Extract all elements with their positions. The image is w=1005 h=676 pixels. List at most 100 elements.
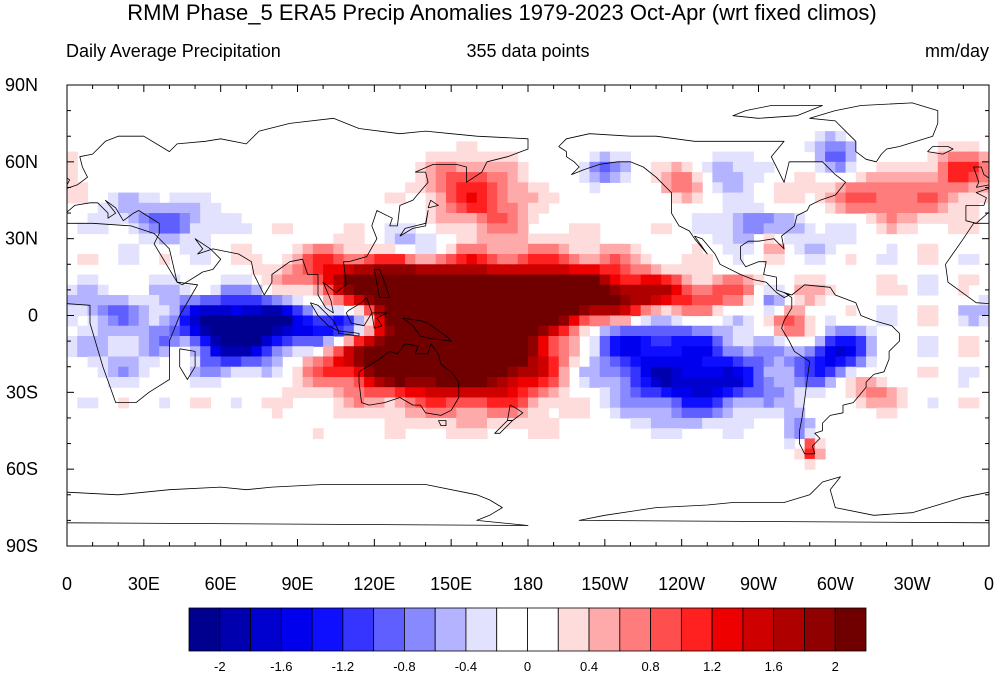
heat-cell [107, 202, 119, 214]
heat-cell [507, 335, 519, 347]
heat-cell [87, 346, 99, 358]
heat-cell [466, 376, 478, 388]
heat-cell [732, 366, 744, 378]
heat-cell [886, 192, 898, 204]
heat-cell [210, 335, 222, 347]
heat-cell [876, 397, 888, 409]
heat-cell [528, 295, 539, 306]
heat-cell [528, 376, 539, 388]
heat-cell [855, 346, 867, 358]
heat-cell [681, 356, 693, 368]
heat-cell [415, 407, 427, 419]
heat-cell [589, 376, 601, 388]
heat-cell [825, 335, 836, 347]
heat-cell [323, 325, 334, 337]
heat-cell [435, 346, 447, 358]
heat-cell [210, 315, 222, 327]
heat-cell [497, 397, 509, 409]
heat-cell [292, 305, 304, 317]
heat-cell [804, 274, 816, 286]
heat-cell [261, 264, 273, 276]
heat-cell [763, 233, 775, 245]
heat-cell [271, 284, 283, 296]
heat-cell [394, 376, 406, 388]
heat-cell [200, 213, 212, 224]
heat-cell [435, 192, 447, 204]
heat-cell [487, 417, 498, 429]
heat-cell [374, 407, 386, 419]
heat-cell [661, 284, 673, 296]
heat-cell [722, 356, 734, 368]
heat-cell [845, 366, 857, 378]
heat-cell [784, 305, 795, 317]
heat-cell [691, 223, 703, 235]
heat-cell [476, 172, 488, 183]
heat-cell [476, 192, 488, 204]
heat-cell [528, 387, 539, 399]
heat-cell [435, 264, 447, 276]
heat-cell [732, 376, 744, 388]
heat-cell [784, 438, 795, 450]
colorbar-box [711, 607, 744, 652]
heat-cell [814, 284, 826, 296]
heat-cell [538, 254, 550, 265]
heat-cell [968, 202, 980, 214]
heat-cell [456, 325, 468, 337]
heat-cell [958, 192, 970, 204]
heat-cell [814, 131, 826, 142]
heat-cell [466, 161, 478, 173]
colorbar-label: -1.2 [332, 659, 354, 674]
heat-cell [425, 233, 437, 245]
colorbar-box [188, 607, 221, 652]
heat-cell [405, 346, 416, 358]
coastline [781, 284, 900, 455]
heat-cell [702, 325, 713, 337]
heat-cell [958, 161, 970, 173]
heat-cell [118, 356, 130, 368]
heat-cell [251, 315, 263, 327]
heat-cell [302, 366, 314, 378]
heat-cell [159, 213, 171, 224]
heat-cell [333, 346, 345, 358]
heat-cell [732, 335, 744, 347]
heat-cell [148, 223, 160, 235]
heat-cell [630, 264, 642, 276]
heat-cell [302, 264, 314, 276]
heat-cell [702, 366, 713, 378]
heat-cell [528, 264, 539, 276]
heat-cell [292, 346, 304, 358]
heat-cell [435, 274, 447, 286]
heat-cell [138, 223, 150, 235]
heat-cell [333, 305, 345, 317]
heat-cell [384, 428, 396, 440]
heat-cell [323, 264, 334, 276]
coastline [578, 476, 989, 524]
heat-cell [702, 407, 713, 419]
heat-cell [374, 387, 386, 399]
heat-cell [599, 335, 611, 347]
heat-cell [507, 346, 519, 358]
heat-cell [814, 141, 826, 153]
heat-cell [866, 213, 877, 224]
heat-cell [794, 284, 806, 296]
heat-cell [896, 397, 908, 409]
heat-cell [763, 305, 775, 317]
heat-cell [364, 376, 375, 388]
heat-cell [702, 295, 713, 306]
heat-cell [691, 182, 703, 194]
heat-cell [282, 264, 293, 276]
heat-cell [896, 213, 908, 224]
heat-cell [886, 254, 898, 265]
heat-cell [814, 161, 826, 173]
heat-cell [425, 305, 437, 317]
heat-cell [702, 213, 713, 224]
heat-cell [292, 387, 304, 399]
y-tick-label: 30N [5, 229, 38, 249]
heat-cell [702, 346, 713, 358]
heat-cell [558, 325, 570, 337]
heat-cell [405, 274, 416, 286]
heat-cell [353, 223, 365, 235]
heat-cell [405, 417, 416, 429]
heat-cell [548, 284, 560, 296]
heat-cell [763, 161, 775, 173]
